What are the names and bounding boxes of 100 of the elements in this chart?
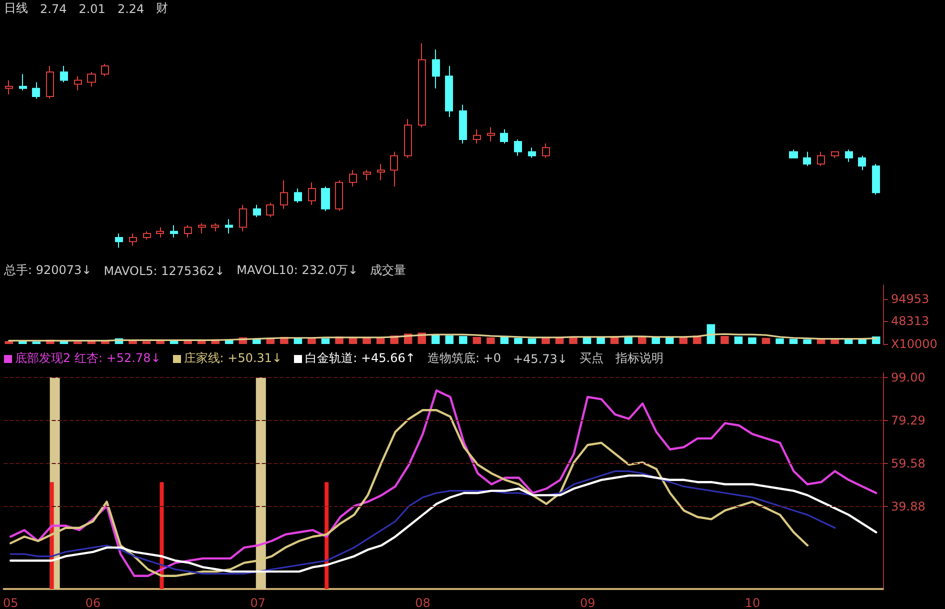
y-tick-label: X10000: [891, 337, 938, 351]
candlestick: [349, 170, 357, 187]
candlestick: [845, 149, 853, 162]
candlestick: [789, 149, 798, 158]
text: 2.24: [117, 2, 144, 16]
bar: [362, 338, 371, 344]
bar: [596, 336, 605, 344]
bar: [720, 336, 729, 344]
text: 成交量: [370, 262, 406, 279]
text: 买点: [579, 350, 604, 367]
text: MAVOL5: 1275362↓: [104, 264, 225, 278]
text: 总手: 920073↓: [4, 262, 92, 279]
text: 指标说明: [615, 350, 664, 367]
bar: [748, 337, 756, 344]
text: +45.73↓: [512, 352, 568, 366]
bar: [542, 337, 550, 344]
candlestick: [46, 65, 54, 100]
legend-label: 底部发现2 红杏: +52.78↓: [14, 350, 161, 367]
candlestick: [32, 82, 40, 100]
chart-title: 日线: [4, 0, 28, 17]
text: 2.74: [40, 2, 67, 16]
x-tick-label: 07: [250, 596, 266, 609]
candlestick: [225, 218, 233, 234]
bar: [776, 338, 784, 344]
candlestick: [156, 226, 164, 238]
line-series: [10, 389, 878, 578]
candlestick: [280, 180, 288, 210]
y-tick-label: 59.58: [891, 456, 926, 470]
line-series: [8, 333, 877, 342]
candlestick: [473, 128, 481, 144]
candlestick: [211, 222, 219, 232]
candlestick: [487, 126, 495, 142]
text: 造物筑底: +0: [427, 350, 501, 367]
candlestick: [459, 104, 467, 144]
bar: [472, 336, 482, 344]
text: 2.01: [78, 2, 106, 16]
candlestick: [528, 147, 536, 158]
bar: [514, 338, 522, 344]
y-tick-label: 39.88: [891, 499, 926, 514]
y-tick-label: 99.00: [891, 370, 926, 384]
candlestick: [294, 188, 302, 204]
bar: [142, 341, 151, 344]
bar: [652, 337, 660, 344]
candlestick: [404, 118, 412, 158]
candlestick: [831, 151, 839, 158]
candlestick: [418, 42, 426, 128]
candlestick: [184, 224, 192, 238]
bar: [789, 338, 798, 344]
candlestick: [542, 143, 550, 158]
candlestick: [858, 155, 866, 171]
line-series: [10, 408, 809, 578]
candlestick: [872, 163, 880, 196]
candlestick: [170, 224, 178, 238]
candlestick: [87, 72, 96, 87]
candlestick: [129, 232, 137, 246]
x-tick-label: 10: [744, 596, 760, 609]
candlestick: [803, 151, 811, 167]
candlestick: [363, 170, 371, 181]
candlestick: [445, 65, 453, 118]
candlestick: [143, 230, 151, 240]
y-tick-label: 94953: [891, 292, 930, 306]
x-tick-label: 06: [85, 596, 101, 609]
bar: [4, 341, 14, 344]
y-tick-label: 48313: [891, 314, 930, 328]
bar: [803, 339, 812, 344]
bar: [624, 336, 632, 344]
bar: [459, 336, 468, 344]
bar: [486, 337, 495, 344]
bar: [734, 336, 743, 344]
x-tick-label: 05: [2, 596, 18, 609]
x-tick-label: 09: [580, 596, 596, 609]
bar: [582, 337, 592, 344]
legend-label: 白金轨道: +45.66↑: [304, 350, 416, 367]
candlestick: [390, 151, 398, 187]
bar: [844, 339, 853, 344]
text: MAVOL10: 232.0万↓: [236, 262, 358, 279]
y-tick-label: 79.29: [891, 413, 926, 428]
candlestick: [19, 74, 27, 91]
bar: [528, 338, 536, 344]
bar: [321, 338, 330, 344]
legend-label: 庄家线: +50.31↓: [182, 350, 282, 367]
candlestick: [432, 49, 440, 89]
candlestick: [817, 151, 825, 167]
candlestick: [198, 222, 206, 234]
candlestick: [500, 128, 508, 144]
bar: [445, 336, 454, 344]
candlestick: [335, 180, 343, 212]
candlestick: [239, 204, 247, 232]
text: 财: [156, 0, 168, 17]
candlestick: [253, 204, 261, 218]
candlestick: [115, 232, 123, 248]
candlestick: [377, 163, 385, 181]
candlestick: [60, 65, 68, 83]
candlestick: [101, 63, 109, 77]
candlestick: [74, 76, 82, 91]
candlestick: [321, 186, 330, 212]
candlestick: [308, 182, 316, 206]
candlestick: [514, 138, 522, 156]
candlestick: [266, 202, 274, 218]
candlestick: [5, 80, 13, 96]
